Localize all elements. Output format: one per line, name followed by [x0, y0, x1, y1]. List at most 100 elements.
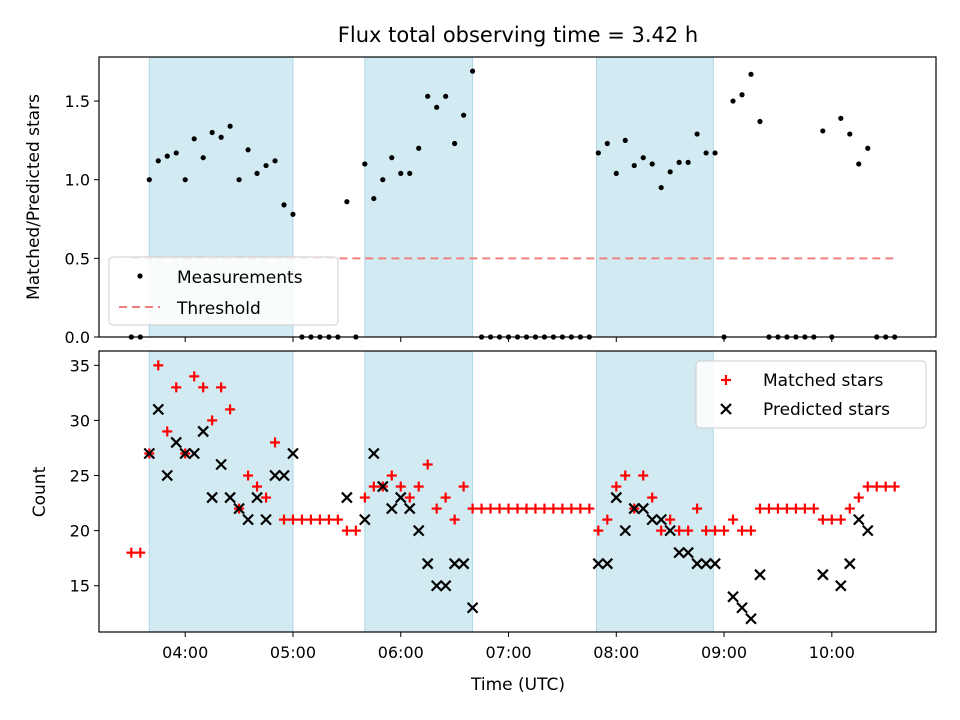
x-stroke [278, 469, 290, 482]
matched-stars-point [252, 481, 263, 492]
legend-box [108, 256, 339, 326]
measurement-point [380, 177, 386, 183]
measurement-point [416, 145, 422, 151]
measurement-point [200, 155, 206, 161]
x-stroke [394, 491, 407, 504]
x-stroke [377, 480, 389, 493]
legend-box [695, 360, 927, 429]
chart-title: Flux total observing time = 3.42 h [338, 23, 698, 47]
x-tick-label: 06:00 [378, 643, 424, 662]
y-tick-label: 15 [70, 577, 90, 596]
matched-stars-point [835, 514, 846, 525]
measurement-point [290, 211, 296, 217]
predicted-stars-point [188, 447, 200, 460]
matched-stars-point [431, 503, 442, 514]
x-stroke [861, 524, 874, 537]
y-tick-label: 35 [70, 356, 90, 375]
matched-stars-point [728, 514, 739, 525]
x-stroke [368, 447, 380, 460]
measurement-point [631, 162, 637, 169]
predicted-stars-point [377, 480, 389, 493]
measurement-point [344, 199, 350, 205]
measurement-point [640, 155, 646, 161]
measurement-point [362, 161, 368, 167]
measurement-point [622, 137, 628, 143]
matched-stars-point [341, 525, 352, 536]
matched-stars-point [494, 503, 505, 514]
legend-predicted-marker [720, 403, 732, 415]
measurement-point [856, 161, 862, 167]
predicted-stars-point [637, 502, 650, 515]
measurement-point [254, 170, 260, 177]
matched-stars-point [611, 481, 622, 492]
x-tick-label: 10:00 [809, 643, 855, 662]
predicted-stars-point [601, 557, 614, 570]
measurement-point [389, 155, 395, 161]
predicted-stars-point [709, 557, 721, 570]
x-stroke [673, 546, 685, 559]
matched-stars-point [171, 382, 182, 393]
count-panel-frame [98, 350, 937, 633]
x-stroke [817, 568, 829, 581]
predicted-stars-point [457, 557, 470, 570]
matched-stars-point [189, 371, 200, 382]
x-stroke [700, 557, 712, 570]
x-stroke [754, 568, 766, 581]
observing-window [148, 350, 294, 633]
count-y-axis-label: Count [30, 466, 50, 517]
x-stroke [287, 447, 299, 460]
matched-stars-point [440, 492, 451, 503]
x-tick-label: 08:00 [593, 643, 639, 662]
predicted-stars-point [835, 579, 847, 592]
matched-stars-point [844, 503, 855, 514]
predicted-stars-point [736, 601, 748, 614]
measurement-point [739, 92, 745, 98]
measurement-point [865, 145, 871, 151]
matched-stars-point [279, 514, 290, 525]
matched-stars-point [665, 514, 676, 525]
matched-stars-point [566, 503, 577, 514]
ratio-y-axis-label: Matched/Predicted stars [24, 94, 44, 300]
x-stroke [152, 403, 165, 416]
measurement-point [667, 169, 673, 175]
x-stroke [206, 491, 218, 504]
matched-stars-point [620, 470, 631, 481]
matched-stars-point [512, 503, 523, 514]
observing-window [364, 56, 474, 338]
measurement-point [676, 159, 682, 165]
measurement-point [838, 115, 844, 121]
predicted-stars-point [691, 557, 703, 570]
matched-stars-point [701, 525, 712, 536]
ratio-panel-frame [98, 56, 937, 338]
measurement-point [748, 71, 754, 77]
x-stroke [161, 469, 174, 482]
y-tick-label: 1.0 [65, 171, 90, 190]
matched-stars-point [880, 481, 891, 492]
matched-stars-point [359, 492, 370, 503]
predicted-stars-point [394, 491, 407, 504]
measurement-point [757, 118, 763, 125]
matched-stars-point [808, 503, 819, 514]
x-tick-label: 05:00 [270, 643, 316, 662]
matched-stars-point [225, 404, 236, 415]
measurement-point [685, 159, 691, 165]
measurement-point [452, 140, 458, 147]
measurement-point [712, 150, 718, 156]
matched-stars-point [826, 514, 837, 525]
legend-measurement-marker [137, 273, 143, 279]
ratio-panel: 0.0 0.5 1.0 1.5 Matched/Predicted stars Mea… [24, 56, 937, 347]
x-stroke [439, 579, 452, 592]
count-panel: 15 20 25 30 35 04:00 05:00 06:00 07:00 08:00 09:0… [30, 350, 937, 695]
predicted-stars-point [242, 513, 254, 526]
matched-stars-point [485, 503, 496, 514]
predicted-stars-point [206, 491, 218, 504]
legend-matched-marker [721, 375, 731, 385]
matched-stars-point [790, 503, 801, 514]
predicted-stars-point [664, 524, 676, 537]
x-stroke [170, 436, 183, 449]
x-stroke [143, 447, 156, 460]
predicted-stars-point [412, 524, 425, 537]
matched-stars-point [799, 503, 810, 514]
matched-stars-point [153, 360, 164, 371]
matched-stars-point [413, 481, 424, 492]
